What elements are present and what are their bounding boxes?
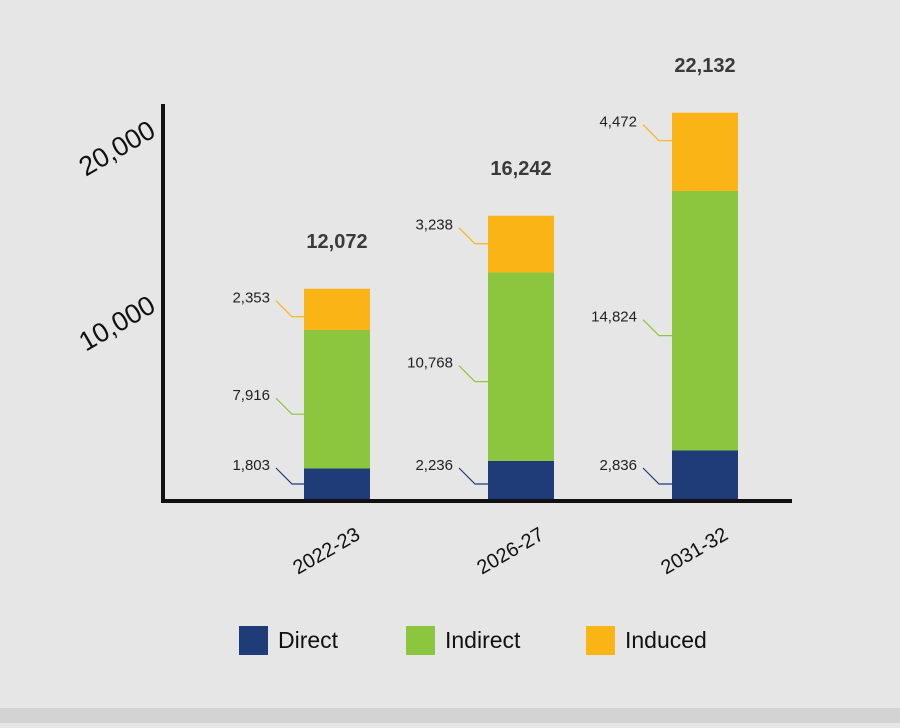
- segment-value-label: 2,353: [232, 290, 270, 307]
- bar-segment-direct: [488, 460, 554, 500]
- leader-line: [275, 467, 304, 485]
- leader-line: [458, 467, 488, 485]
- bar-segment-direct: [304, 468, 370, 500]
- bar-segment-induced: [304, 288, 370, 330]
- segment-value-label: 2,236: [415, 457, 453, 474]
- leader-line: [458, 365, 488, 383]
- legend-label-induced: Induced: [625, 627, 707, 653]
- legend-label-indirect: Indirect: [445, 627, 521, 653]
- bar-total-label: 16,242: [490, 158, 551, 180]
- segment-value-label: 7,916: [232, 387, 270, 404]
- legend-label-direct: Direct: [278, 627, 339, 653]
- bar-segment-indirect: [304, 329, 370, 469]
- bar-segment-induced: [488, 215, 554, 273]
- bar-total-label: 22,132: [674, 55, 735, 77]
- bar-segment-induced: [672, 112, 738, 191]
- x-tick-label: 2022-23: [289, 523, 364, 579]
- leader-line: [642, 467, 672, 485]
- bottom-strip: [0, 708, 900, 723]
- segment-value-label: 4,472: [599, 114, 637, 131]
- x-tick-label: 2031-32: [657, 523, 732, 579]
- leader-line: [458, 227, 488, 245]
- legend-swatch-induced: [586, 626, 615, 655]
- x-tick-label: 2026-27: [473, 523, 548, 579]
- leader-line: [275, 300, 304, 318]
- legend-swatch-indirect: [406, 626, 435, 655]
- bar-total-label: 12,072: [306, 231, 367, 253]
- bar-segment-indirect: [672, 190, 738, 451]
- segment-value-label: 1,803: [232, 457, 270, 474]
- bar-segment-indirect: [488, 272, 554, 461]
- segment-value-label: 3,238: [415, 217, 453, 234]
- leader-line: [642, 319, 672, 337]
- segment-value-label: 2,836: [599, 457, 637, 474]
- segment-value-label: 10,768: [407, 355, 453, 372]
- y-tick-label: 20,000: [74, 115, 161, 182]
- y-tick-label: 10,000: [74, 290, 161, 357]
- leader-line: [275, 397, 304, 415]
- leader-line: [642, 124, 672, 142]
- bar-segment-direct: [672, 450, 738, 500]
- legend-swatch-direct: [239, 626, 268, 655]
- segment-value-label: 14,824: [591, 309, 637, 326]
